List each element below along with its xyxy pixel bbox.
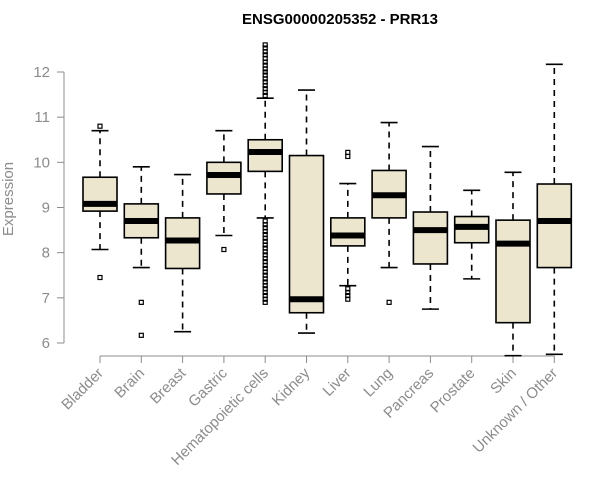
y-tick-label: 9: [42, 200, 50, 217]
outlier-point: [262, 262, 268, 268]
y-tick-label: 12: [33, 64, 50, 81]
box-group: [288, 89, 325, 334]
outlier-point: [262, 242, 268, 248]
outlier-point: [97, 123, 103, 129]
box-group: [495, 171, 531, 357]
x-tick-label: Bladder: [58, 365, 107, 414]
iqr-box: [288, 154, 325, 314]
outlier-point: [262, 269, 268, 275]
outlier-point: [138, 332, 144, 338]
outlier-point: [262, 299, 268, 305]
iqr-box: [329, 217, 366, 247]
iqr-box: [412, 211, 449, 265]
box-group: [82, 123, 118, 281]
box-group: [329, 149, 366, 302]
iqr-box: [536, 183, 573, 269]
outlier-point: [262, 296, 268, 302]
x-tick-label: Breast: [147, 364, 190, 407]
x-tick-label: Lung: [360, 365, 396, 401]
outlier-point: [138, 299, 144, 305]
y-axis-label: Expression: [0, 162, 17, 236]
y-tick-label: 6: [42, 335, 50, 352]
outlier-point: [345, 289, 351, 296]
outlier-point: [262, 49, 268, 55]
outlier-point: [262, 249, 268, 255]
outlier-point: [262, 59, 268, 65]
outlier-point: [345, 296, 351, 302]
x-tick-label: Brain: [111, 365, 148, 402]
outlier-point: [262, 276, 268, 282]
x-tick-label: Skin: [487, 365, 520, 398]
box-group: [164, 173, 201, 333]
box-group: [247, 42, 283, 305]
box-group: [123, 166, 160, 338]
outlier-point: [386, 299, 392, 305]
box-group: [412, 145, 449, 310]
outlier-point: [262, 283, 268, 289]
outlier-point: [345, 153, 351, 160]
outlier-point: [262, 222, 268, 228]
outlier-point: [262, 42, 268, 48]
iqr-box: [206, 161, 242, 195]
outlier-point: [97, 274, 103, 281]
outlier-point: [262, 255, 268, 262]
x-tick-label: Liver: [320, 365, 355, 400]
iqr-box: [247, 138, 283, 173]
outlier-point: [221, 246, 227, 253]
box-group: [453, 189, 490, 280]
box-group: [536, 63, 573, 356]
outlier-point: [262, 66, 268, 72]
outlier-point: [262, 235, 268, 241]
y-tick-label: 7: [42, 290, 50, 307]
outlier-point: [262, 89, 268, 95]
x-tick-label: Kidney: [269, 364, 314, 409]
outlier-point: [262, 76, 268, 82]
y-tick-label: 11: [34, 109, 50, 126]
outlier-point: [262, 69, 268, 75]
outlier-point: [262, 289, 268, 296]
outlier-point: [262, 92, 268, 99]
box-group: [371, 121, 407, 305]
y-tick-label: 10: [33, 154, 50, 171]
chart-title: ENSG00000205352 - PRR13: [242, 11, 438, 28]
iqr-box: [495, 219, 531, 324]
y-axis: 6 7 8 9 10 11 12: [33, 64, 65, 352]
outlier-point: [262, 82, 268, 89]
outlier-point: [262, 228, 268, 235]
y-tick-label: 8: [42, 245, 50, 262]
outlier-point: [345, 149, 351, 155]
box-group: [206, 129, 242, 253]
plot-area: [82, 42, 573, 357]
x-tick-label: Prostate: [427, 365, 479, 417]
